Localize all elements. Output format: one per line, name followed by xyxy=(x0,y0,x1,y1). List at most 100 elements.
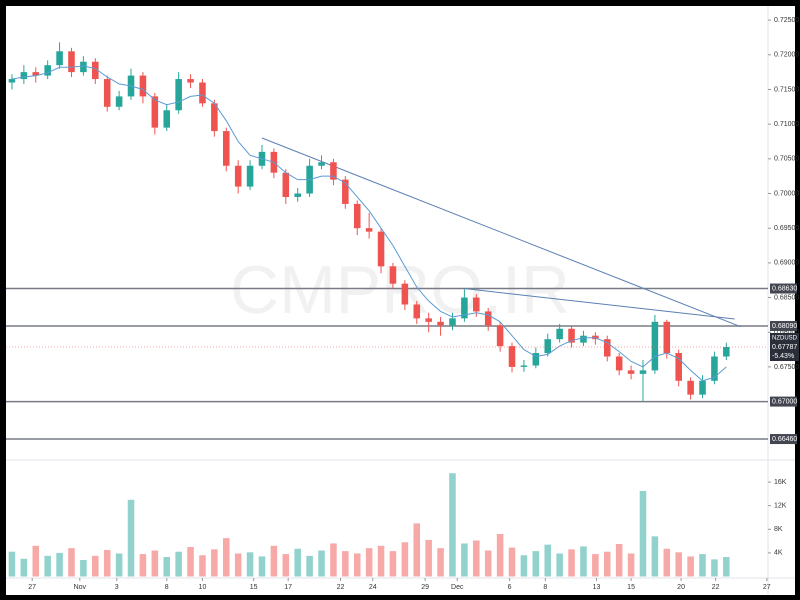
candle-body xyxy=(68,51,75,73)
volume-bar xyxy=(723,557,730,577)
candle-body xyxy=(723,347,730,357)
candle-body xyxy=(342,179,349,204)
x-tick-label: 15 xyxy=(627,584,635,591)
candle-body xyxy=(687,380,694,395)
x-tick-label: 8 xyxy=(543,584,547,591)
volume-bar xyxy=(103,549,111,577)
volume-bar xyxy=(282,554,290,577)
candle-body xyxy=(508,346,516,367)
volume-bar xyxy=(294,548,301,577)
volume-bar xyxy=(484,550,492,577)
candle-body xyxy=(568,328,575,343)
volume-bar xyxy=(532,551,540,577)
candle-body xyxy=(246,165,254,187)
volume-bar xyxy=(353,553,361,577)
y-tick-label: 0.70500 xyxy=(774,156,799,163)
y-tick-label: 0.67500 xyxy=(774,364,799,371)
candle-body xyxy=(282,172,290,197)
level-label-box xyxy=(770,320,797,331)
y-tick-label: 0.69500 xyxy=(774,225,799,232)
candle-body xyxy=(496,325,504,347)
candle-body xyxy=(389,266,397,284)
candle-body xyxy=(580,335,587,343)
candle-body xyxy=(627,370,635,374)
y-tick-label: 0.72000 xyxy=(774,52,799,59)
volume-bar xyxy=(187,546,194,577)
candle-body xyxy=(330,162,337,180)
x-tick-label: 6 xyxy=(508,584,512,591)
volume-bar xyxy=(639,490,647,577)
x-tick-label: 24 xyxy=(369,584,377,591)
volume-bar xyxy=(199,555,206,577)
volume-bar xyxy=(711,559,718,577)
candle-body xyxy=(234,165,242,187)
candle-body xyxy=(484,311,492,326)
candle-body xyxy=(318,162,325,166)
candle-body xyxy=(80,61,87,73)
y-tick-label: 0.71500 xyxy=(774,86,799,93)
x-tick-label: 17 xyxy=(284,584,292,591)
candle-body xyxy=(711,356,718,381)
candle-body xyxy=(103,79,111,107)
candle-body xyxy=(139,75,147,97)
level-label-box xyxy=(770,396,797,407)
volume-bar xyxy=(580,546,587,577)
candle-body xyxy=(473,297,480,312)
candle-body xyxy=(151,96,159,128)
volume-bar xyxy=(627,553,635,577)
candle-body xyxy=(8,79,16,83)
volume-bar xyxy=(365,548,373,577)
change-label: -5.43% xyxy=(772,353,794,360)
x-tick-label: 20 xyxy=(677,584,685,591)
volume-bar xyxy=(699,554,706,577)
x-tick-label: 13 xyxy=(593,584,601,591)
candle-body xyxy=(163,110,171,128)
volume-bar xyxy=(568,549,575,577)
candle-body xyxy=(115,96,123,107)
x-tick-label: 22 xyxy=(337,584,345,591)
symbol-label: NZDUSD xyxy=(772,336,798,342)
volume-bar xyxy=(413,523,421,577)
volume-bar xyxy=(377,545,385,577)
y-tick-label: 0.70000 xyxy=(774,190,799,197)
level-label: 0.68090 xyxy=(772,323,797,330)
volume-bar xyxy=(44,555,51,577)
last-price-label: 0.67787 xyxy=(772,344,797,351)
volume-bar xyxy=(473,540,480,577)
volume-bar xyxy=(508,547,516,577)
volume-tick-label: 8K xyxy=(774,526,783,533)
candle-body xyxy=(615,356,623,371)
x-tick-label: 10 xyxy=(199,584,207,591)
volume-bar xyxy=(437,548,444,577)
volume-bar xyxy=(56,552,63,577)
volume-bar xyxy=(496,534,504,577)
volume-bar xyxy=(556,553,563,577)
volume-bar xyxy=(544,544,552,577)
volume-bar xyxy=(520,555,528,577)
candle-body xyxy=(544,339,552,354)
volume-bar xyxy=(92,555,99,577)
volume-bar xyxy=(270,545,278,577)
candle-body xyxy=(699,380,706,395)
candle-body xyxy=(401,283,409,305)
x-tick-label: 29 xyxy=(421,584,429,591)
candle-body xyxy=(294,193,301,197)
volume-bar xyxy=(592,554,599,577)
moving-average xyxy=(11,65,727,382)
candle-body xyxy=(532,353,540,366)
trendline xyxy=(261,137,741,328)
candle-body xyxy=(175,79,182,111)
candle-body xyxy=(353,203,361,229)
volume-bar xyxy=(461,543,468,577)
last-price-box xyxy=(770,333,799,362)
candle-body xyxy=(44,65,51,76)
volume-bar xyxy=(603,551,611,577)
y-tick-label: 0.69000 xyxy=(774,260,799,267)
candle-body xyxy=(437,321,444,326)
volume-bar xyxy=(675,552,682,577)
y-tick-label: 0.72500 xyxy=(774,17,799,24)
volume-tick-label: 4K xyxy=(774,550,783,557)
volume-bar xyxy=(401,542,409,577)
volume-bar xyxy=(32,545,40,577)
volume-bar xyxy=(615,544,623,577)
